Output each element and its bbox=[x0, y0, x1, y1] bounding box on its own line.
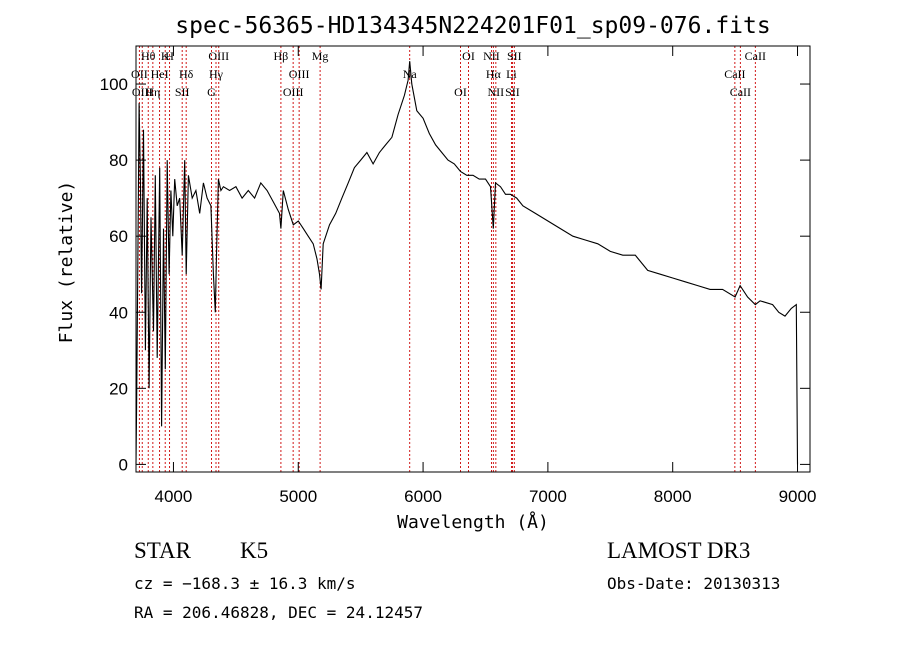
line-marker-label: K bbox=[161, 49, 170, 63]
x-tick-label: 5000 bbox=[279, 487, 317, 506]
y-tick-label: 100 bbox=[100, 75, 128, 94]
line-marker-label: Li bbox=[506, 67, 517, 81]
line-marker-label: Mg bbox=[312, 49, 329, 63]
line-marker-label: Na bbox=[403, 67, 418, 81]
line-marker-label: OIII bbox=[132, 85, 153, 99]
line-marker-label: Hβ bbox=[274, 49, 289, 63]
line-marker-label: OI bbox=[454, 85, 467, 99]
survey-name: LAMOST DR3 bbox=[607, 538, 751, 563]
line-marker-label: Hη bbox=[145, 85, 160, 99]
redshift-readout: cz = −168.3 ± 16.3 km/s bbox=[134, 574, 356, 593]
spectral-subclass: K5 bbox=[240, 538, 269, 563]
line-marker-label: CaII bbox=[730, 85, 751, 99]
spectrum-line bbox=[135, 61, 799, 465]
line-marker-label: Hγ bbox=[209, 67, 224, 81]
line-marker-label: SII bbox=[507, 49, 522, 63]
object-class: STAR bbox=[134, 538, 191, 563]
y-tick-label: 40 bbox=[109, 303, 128, 322]
y-tick-label: 0 bbox=[119, 455, 128, 474]
coordinates-readout: RA = 206.46828, DEC = 24.12457 bbox=[134, 603, 423, 622]
line-marker-label: CaII bbox=[724, 67, 745, 81]
line-marker-label: NII bbox=[483, 49, 500, 63]
x-tick-label: 6000 bbox=[404, 487, 442, 506]
line-marker-label: H bbox=[165, 49, 174, 63]
spectral-line-markers bbox=[138, 46, 756, 472]
y-tick-label: 80 bbox=[109, 151, 128, 170]
x-tick-label: 9000 bbox=[779, 487, 817, 506]
line-marker-label: OII bbox=[131, 67, 148, 81]
line-marker-label: Hθ bbox=[141, 49, 156, 63]
y-axis-label: Flux (relative) bbox=[56, 181, 77, 344]
x-tick-label: 7000 bbox=[529, 487, 567, 506]
line-marker-label: OIII bbox=[289, 67, 310, 81]
x-axis-ticks: 4000 5000 6000 7000 8000 9000 bbox=[155, 46, 817, 506]
line-marker-label: SII bbox=[175, 85, 190, 99]
x-tick-label: 8000 bbox=[654, 487, 692, 506]
plot-frame bbox=[135, 45, 811, 473]
line-marker-label: OIII bbox=[208, 49, 229, 63]
y-tick-label: 60 bbox=[109, 227, 128, 246]
x-axis-label: Wavelength (Å) bbox=[397, 511, 549, 533]
observation-date: Obs-Date: 20130313 bbox=[607, 574, 781, 593]
line-marker-label: OI bbox=[462, 49, 475, 63]
line-marker-label: Hδ bbox=[179, 67, 194, 81]
line-marker-label: NII bbox=[488, 85, 505, 99]
line-marker-label: G bbox=[207, 85, 216, 99]
spectral-line-labels: HθOIIOIIIKHeIHηHHδSIIOIIIHγGHβOIIIOIIIMg… bbox=[131, 49, 766, 99]
line-marker-label: Hα bbox=[486, 67, 502, 81]
chart-title: spec-56365-HD134345N224201F01_sp09-076.f… bbox=[175, 13, 770, 39]
x-tick-label: 4000 bbox=[155, 487, 193, 506]
line-marker-label: OIII bbox=[283, 85, 304, 99]
line-marker-label: HeI bbox=[151, 67, 169, 81]
line-marker-label: CaII bbox=[745, 49, 766, 63]
y-tick-label: 20 bbox=[109, 379, 128, 398]
line-marker-label: SII bbox=[505, 85, 520, 99]
y-axis-ticks: 0 20 40 60 80 100 bbox=[100, 75, 810, 474]
